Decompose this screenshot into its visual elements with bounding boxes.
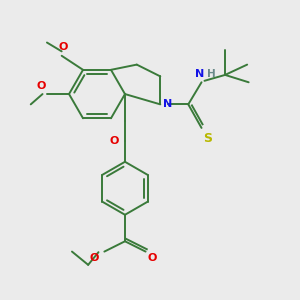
Text: N: N — [163, 99, 172, 110]
Text: O: O — [89, 253, 98, 263]
Text: O: O — [58, 42, 68, 52]
Text: O: O — [147, 253, 156, 263]
Text: H: H — [207, 69, 215, 79]
Text: O: O — [110, 136, 119, 146]
Text: O: O — [36, 81, 46, 91]
Text: S: S — [203, 132, 212, 145]
Text: N: N — [195, 69, 205, 79]
